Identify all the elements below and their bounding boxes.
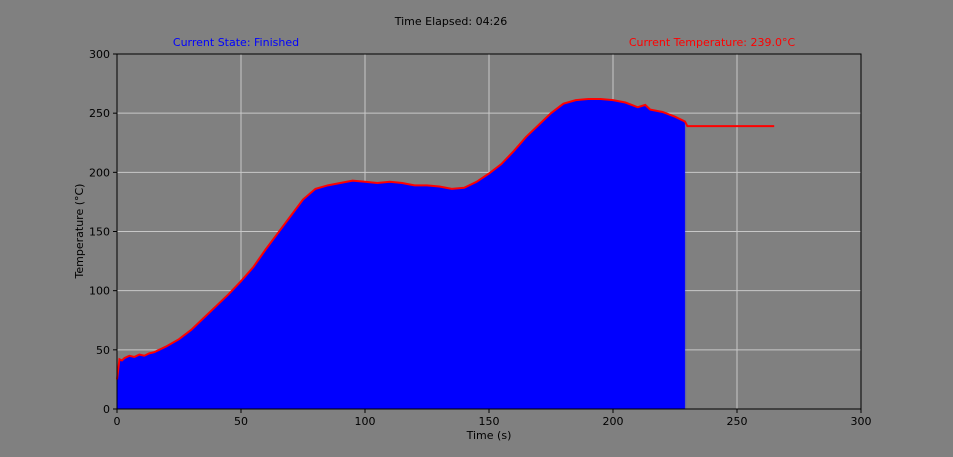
x-tick-label: 0: [114, 415, 121, 428]
y-axis-label: Temperature (°C): [73, 184, 86, 280]
axis-ticks: 0 50 100 150 200 250 300 0 50 100 150 200 250 300: [89, 48, 872, 428]
y-tick-label: 0: [103, 403, 110, 416]
current-temperature-label: Current Temperature: 239.0°C: [629, 36, 796, 49]
y-tick-label: 250: [89, 107, 110, 120]
y-tick-label: 100: [89, 285, 110, 298]
y-tick-label: 200: [89, 166, 110, 179]
y-tick-label: 150: [89, 226, 110, 239]
x-tick-label: 150: [479, 415, 500, 428]
area-fade-edge: [678, 121, 687, 409]
x-tick-label: 300: [851, 415, 872, 428]
x-tick-label: 100: [355, 415, 376, 428]
current-state-label: Current State: Finished: [173, 36, 299, 49]
x-tick-label: 50: [234, 415, 248, 428]
temperature-line: [116, 97, 775, 380]
x-tick-label: 200: [603, 415, 624, 428]
time-elapsed-label: Time Elapsed: 04:26: [394, 15, 508, 28]
y-tick-label: 300: [89, 48, 110, 61]
y-tick-label: 50: [96, 344, 110, 357]
x-axis-label: Time (s): [466, 429, 512, 442]
x-tick-label: 250: [727, 415, 748, 428]
area-fill: [117, 98, 685, 409]
